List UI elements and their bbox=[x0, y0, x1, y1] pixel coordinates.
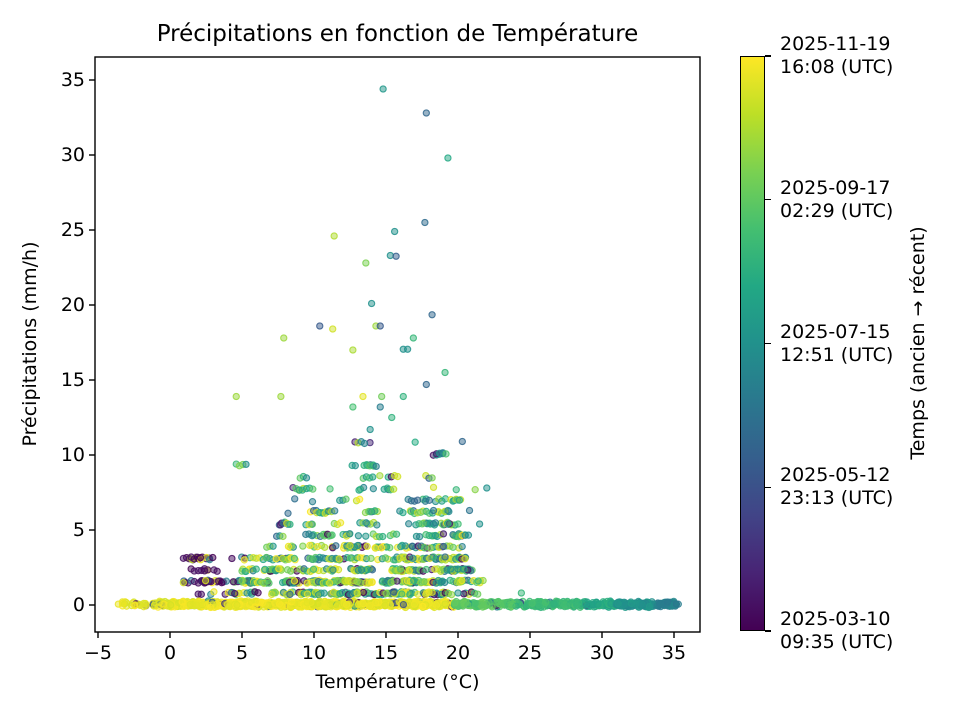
tick-marks bbox=[89, 79, 675, 638]
colorbar-tick-label: 2025-09-17 02:29 (UTC) bbox=[780, 176, 894, 222]
colorbar-tick-label: 2025-11-19 16:08 (UTC) bbox=[780, 33, 894, 78]
y-tick-label: 15 bbox=[60, 369, 85, 391]
y-tick-label: 30 bbox=[60, 144, 85, 166]
x-tick-label: 35 bbox=[661, 642, 687, 664]
x-tick-label: 15 bbox=[373, 642, 399, 664]
y-tick-label: 10 bbox=[60, 444, 85, 466]
x-tick-label: 10 bbox=[301, 642, 327, 664]
x-tick-label: 20 bbox=[445, 642, 471, 664]
x-tick-label: −5 bbox=[83, 642, 113, 664]
colorbar-tick-mark bbox=[765, 486, 771, 488]
x-tick-label: 0 bbox=[163, 642, 177, 664]
x-tick-label: 30 bbox=[589, 642, 615, 664]
y-tick-label: 20 bbox=[60, 294, 85, 316]
x-tick-label: 5 bbox=[235, 642, 249, 664]
colorbar-tick-label: 2025-05-12 23:13 (UTC) bbox=[780, 464, 894, 510]
colorbar-tick-label: 2025-07-15 12:51 (UTC) bbox=[780, 320, 894, 366]
colorbar-tick-label: 2025-03-10 09:35 (UTC) bbox=[780, 608, 894, 653]
y-tick-label: 35 bbox=[60, 69, 85, 91]
x-tick-label: 25 bbox=[517, 642, 543, 664]
colorbar-tick-mark bbox=[765, 199, 771, 201]
x-axis-label: Température (°C) bbox=[315, 671, 480, 693]
plot-border bbox=[94, 56, 701, 633]
colorbar-tick-mark bbox=[765, 630, 771, 632]
y-axis-label-text: Précipitations (mm/h) bbox=[19, 241, 41, 447]
y-tick-label: 0 bbox=[72, 594, 85, 616]
colorbar-axis-label-text: Temps (ancien → récent) bbox=[907, 226, 929, 460]
colorbar-gradient bbox=[740, 56, 765, 631]
y-tick-label: 5 bbox=[72, 519, 85, 541]
colorbar-tick-mark bbox=[765, 342, 771, 345]
y-tick-label: 25 bbox=[60, 219, 85, 241]
chart-title: Précipitations en fonction de Températur… bbox=[156, 21, 639, 47]
colorbar-tick-mark bbox=[765, 55, 771, 57]
